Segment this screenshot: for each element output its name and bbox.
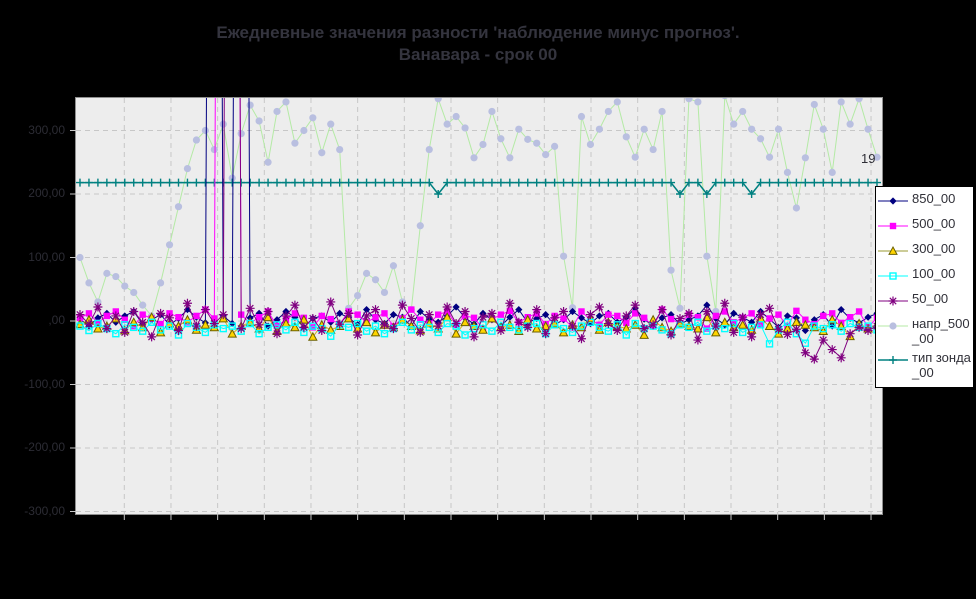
triangle-legend-icon [878,244,912,262]
legend-entry-300_00: 300_00 [878,241,973,262]
y-axis-label: 100,00 [28,249,65,264]
y-axis-label: 200,00 [28,186,65,200]
y-axis-label: ,00 [48,313,65,327]
chart-svg [70,98,882,520]
y-axis-label: -100,00 [24,376,65,391]
plot-area [70,97,883,520]
legend: 850_00 500_00 300_00 100_00 50_00 напр_500_00… [875,186,974,388]
legend-entry-100_00: 100_00 [878,266,973,287]
legend-entry--_500_00: напр_500_00 [878,316,973,346]
legend-entry-50_00: 50_00 [878,291,973,312]
y-axis-label: 300,00 [28,122,65,137]
y-axis-label: -200,00 [24,440,65,454]
series-line-напр_500_00 [79,98,878,317]
legend-label: 300_00 [912,241,956,256]
legend-label: 50_00 [912,291,949,306]
chart-title-line1: Ежедневные значения разности 'наблюдение… [216,23,740,42]
legend-label: напр_500_00 [912,316,970,346]
legend-entry--_00: тип зонда_00 [878,350,973,380]
series-line-тип зонда_00 [80,181,877,196]
diamond-legend-icon [878,194,912,212]
series-markers-напр_500_00 [76,98,881,320]
open-square-legend-icon [878,269,912,287]
legend-label: 850_00 [912,191,956,206]
legend-label: тип зонда_00 [912,350,971,380]
legend-label: 100_00 [912,266,956,281]
chart-title-line2: Ванавара - срок 00 [398,45,558,64]
square-legend-icon [878,219,912,237]
legend-entry-850_00: 850_00 [878,191,973,212]
plot-annotation: 19 [861,151,876,166]
circle-legend-icon [878,319,912,337]
y-axis-label: -300,00 [24,503,65,518]
asterisk-legend-icon [878,294,912,312]
legend-entry-500_00: 500_00 [878,216,973,237]
series-markers-тип зонда_00 [76,178,881,198]
legend-label: 500_00 [912,216,956,231]
chart-title: Ежедневные значения разности 'наблюдение… [75,22,881,66]
plus-legend-icon [878,353,912,371]
